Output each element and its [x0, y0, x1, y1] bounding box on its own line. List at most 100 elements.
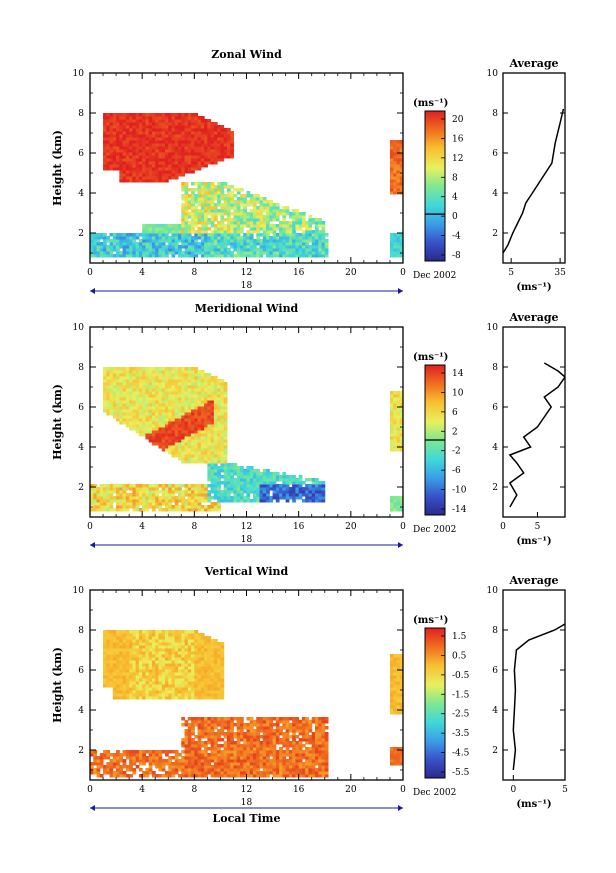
heatmap-cell: [187, 442, 192, 446]
heatmap-cell: [200, 203, 205, 207]
heatmap-cell: [266, 496, 270, 500]
heatmap-cell: [200, 152, 205, 156]
heatmap-cell: [396, 505, 401, 509]
heatmap-cell: [184, 227, 189, 231]
heatmap-cell: [103, 753, 107, 757]
heatmap-cell: [194, 388, 199, 392]
heatmap-cell: [314, 233, 319, 237]
heatmap-cell: [161, 152, 166, 156]
heatmap-cell: [103, 113, 107, 117]
heatmap-cell: [106, 663, 111, 667]
heatmap-cell: [191, 397, 195, 401]
heatmap-cell: [187, 639, 192, 643]
heatmap-cell: [187, 747, 192, 751]
heatmap-cell: [184, 771, 189, 775]
heatmap-cell: [109, 146, 114, 150]
heatmap-cell: [191, 212, 195, 216]
heatmap-cell: [279, 224, 283, 228]
heatmap-cell: [125, 660, 130, 664]
heatmap-cell: [399, 403, 404, 407]
heatmap-cell: [168, 436, 173, 440]
heatmap-cell: [197, 146, 202, 150]
heatmap-cell: [246, 239, 251, 243]
heatmap-cell: [191, 146, 195, 150]
heatmap-cell: [200, 409, 205, 413]
heatmap-cell: [187, 212, 192, 216]
heatmap-cell: [301, 218, 306, 222]
heatmap-cell: [145, 149, 150, 153]
heatmap-cell: [194, 236, 199, 240]
heatmap-cell: [184, 493, 189, 497]
heatmap-cell: [314, 487, 319, 491]
heatmap-cell: [204, 227, 208, 231]
heatmap-cell: [116, 765, 120, 769]
heatmap-cell: [393, 149, 397, 153]
heatmap-cell: [151, 657, 156, 661]
heatmap-cell: [191, 460, 195, 464]
heatmap-cell: [200, 197, 205, 201]
heatmap-cell: [125, 648, 130, 652]
heatmap-cell: [223, 454, 228, 458]
heatmap-cell: [135, 412, 140, 416]
heatmap-cell: [151, 400, 156, 404]
heatmap-cell: [148, 418, 153, 422]
heatmap-cell: [181, 254, 186, 258]
heatmap-cell: [106, 367, 111, 371]
heatmap-cell: [389, 161, 394, 165]
heatmap-cell: [217, 460, 221, 464]
heatmap-cell: [181, 457, 186, 461]
heatmap-cell: [207, 430, 212, 434]
heatmap-cell: [210, 496, 215, 500]
heatmap-cell: [122, 155, 127, 159]
heatmap-cell: [168, 660, 173, 664]
heatmap-cell: [181, 636, 186, 640]
heatmap-cell: [174, 666, 179, 670]
heatmap-cell: [119, 418, 124, 422]
heatmap-cell: [220, 248, 225, 252]
heatmap-cell: [129, 660, 133, 664]
heatmap-cell: [99, 508, 104, 512]
heatmap-cell: [285, 236, 290, 240]
heatmap-cell: [223, 233, 228, 237]
heatmap-cell: [321, 224, 326, 228]
heatmap-cell: [253, 224, 257, 228]
heatmap-cell: [393, 400, 397, 404]
heatmap-cell: [171, 654, 176, 658]
heatmap-cell: [129, 639, 133, 643]
heatmap-cell: [239, 245, 244, 249]
heatmap-cell: [197, 403, 202, 407]
heatmap-cell: [210, 421, 215, 425]
heatmap-cell: [204, 376, 208, 380]
heatmap-cell: [119, 140, 124, 144]
heatmap-cell: [103, 119, 107, 123]
heatmap-cell: [135, 666, 140, 670]
heatmap-cell: [161, 376, 166, 380]
heatmap-cell: [318, 254, 322, 258]
heatmap-cell: [233, 478, 238, 482]
heatmap-cell: [292, 490, 296, 494]
heatmap-cell: [119, 636, 124, 640]
heatmap-cell: [324, 233, 329, 237]
heatmap-cell: [125, 388, 130, 392]
heatmap-cell: [217, 499, 221, 503]
y-tick-label: 6: [78, 149, 84, 159]
heatmap-cell: [191, 224, 195, 228]
heatmap-cell: [129, 684, 133, 688]
heatmap-cell: [262, 242, 267, 246]
heatmap-cell: [393, 433, 397, 437]
heatmap-cell: [207, 499, 212, 503]
heatmap-cell: [145, 484, 150, 488]
heatmap-cell: [99, 762, 104, 766]
heatmap-cell: [158, 134, 163, 138]
heatmap-cell: [194, 394, 199, 398]
heatmap-cell: [138, 388, 143, 392]
heatmap-cell: [275, 218, 280, 222]
heatmap-cell: [181, 717, 186, 721]
heatmap-cell: [168, 490, 173, 494]
heatmap-cell: [207, 185, 212, 189]
heatmap-cell: [213, 128, 218, 132]
heatmap-cell: [184, 666, 189, 670]
heatmap-cell: [129, 173, 133, 177]
heatmap-cell: [396, 448, 401, 452]
heatmap-cell: [191, 633, 195, 637]
